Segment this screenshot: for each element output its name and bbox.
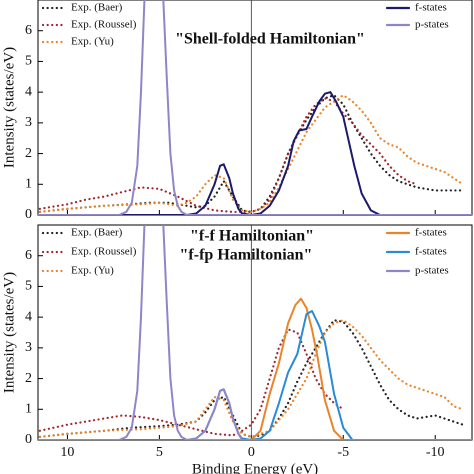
series-line	[38, 225, 472, 440]
series-line	[38, 310, 472, 440]
y-tick-label: 3	[25, 340, 32, 355]
y-tick-label: 2	[25, 371, 32, 386]
legend-label: Exp. (Roussel)	[71, 246, 137, 258]
legend-label: p-states	[415, 265, 449, 277]
plot-area	[38, 225, 472, 440]
x-tick-label: 5	[156, 445, 163, 460]
legend-label: Exp. (Yu)	[71, 265, 114, 277]
y-tick-label: 4	[25, 84, 32, 99]
y-tick-label: 6	[25, 248, 32, 263]
legend-label: Exp. (Baer)	[71, 2, 123, 14]
legend-label: Exp. (Yu)	[71, 36, 114, 48]
y-tick-label: 1	[25, 402, 32, 417]
y-tick-label: 6	[25, 23, 32, 38]
x-tick-label: -5	[337, 445, 349, 460]
y-tick-label: 0	[25, 432, 32, 447]
series-line	[38, 91, 472, 215]
y-axis-label: Intensity (states/eV)	[1, 272, 17, 393]
series-line	[38, 297, 472, 440]
series-line	[38, 97, 418, 214]
series-line	[38, 94, 464, 214]
y-tick-label: 1	[25, 177, 32, 192]
legend-label: p-states	[415, 19, 449, 31]
chart-title: "Shell-folded Hamiltonian"	[175, 31, 365, 48]
chart-title: "f-f Hamiltonian"	[190, 228, 314, 245]
chart-title: "f-fp Hamiltonian"	[180, 247, 313, 264]
y-tick-label: 3	[25, 115, 32, 130]
x-tick-label: -10	[426, 445, 445, 460]
y-tick-label: 5	[25, 54, 32, 69]
plot-area	[38, 0, 472, 215]
series-line	[38, 328, 345, 437]
x-tick-label: 10	[60, 445, 74, 460]
y-tick-label: 4	[25, 309, 32, 324]
series-line	[38, 0, 472, 215]
y-tick-label: 2	[25, 146, 32, 161]
legend-label: Exp. (Roussel)	[71, 19, 137, 31]
y-tick-label: 5	[25, 279, 32, 294]
legend-label: f-states	[415, 2, 447, 14]
y-tick-label: 0	[25, 207, 32, 222]
legend-label: Exp. (Baer)	[71, 227, 123, 239]
x-tick-label: 0	[248, 445, 255, 460]
x-axis-label: Binding Energy (eV)	[192, 461, 318, 474]
legend-label: f-states	[415, 227, 447, 239]
y-axis-label: Intensity (states/eV)	[1, 47, 17, 168]
legend-label: f-states	[415, 246, 447, 258]
